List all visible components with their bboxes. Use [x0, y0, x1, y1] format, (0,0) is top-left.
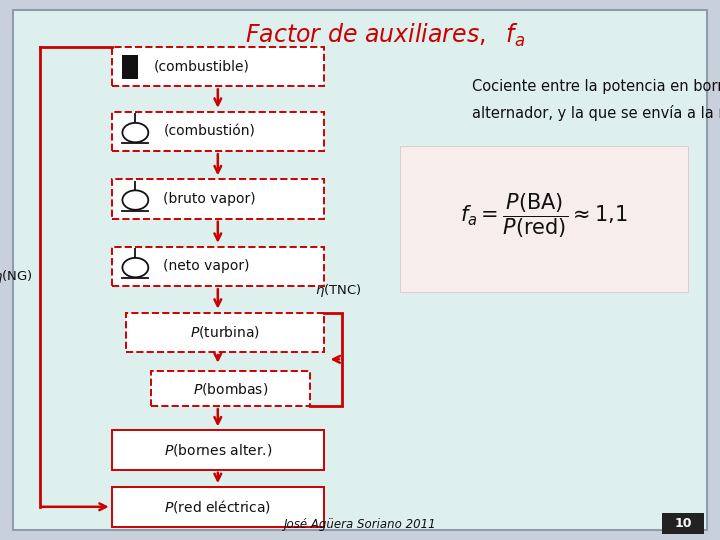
Text: $\eta$(NG): $\eta$(NG) — [0, 268, 32, 285]
Circle shape — [122, 123, 148, 143]
Text: Cociente entre la potencia en bornes de: Cociente entre la potencia en bornes de — [472, 79, 720, 94]
Text: 10: 10 — [675, 517, 692, 530]
FancyBboxPatch shape — [112, 112, 324, 151]
Text: $\eta$(TNC): $\eta$(TNC) — [315, 282, 362, 299]
FancyBboxPatch shape — [151, 371, 310, 406]
Text: $P$(bornes alter.): $P$(bornes alter.) — [163, 442, 272, 458]
FancyBboxPatch shape — [122, 55, 138, 79]
Text: (bruto vapor): (bruto vapor) — [163, 192, 256, 206]
FancyBboxPatch shape — [126, 313, 324, 352]
Text: $\mathit{Factor\ de\ auxiliares,}\ \ f_a$: $\mathit{Factor\ de\ auxiliares,}\ \ f_a… — [245, 22, 526, 49]
Text: $f_a = \dfrac{P(\mathrm{BA})}{P(\mathrm{red})} \approx 1{,}1$: $f_a = \dfrac{P(\mathrm{BA})}{P(\mathrm{… — [460, 192, 627, 240]
Text: $P$(turbina): $P$(turbina) — [190, 325, 260, 340]
FancyBboxPatch shape — [112, 179, 324, 219]
FancyBboxPatch shape — [13, 10, 707, 530]
FancyBboxPatch shape — [112, 47, 324, 86]
Circle shape — [122, 191, 148, 210]
Circle shape — [122, 258, 148, 278]
FancyBboxPatch shape — [112, 430, 324, 470]
Text: alternador, y la que se envía a la red:: alternador, y la que se envía a la red: — [472, 105, 720, 122]
Text: $P$(red eléctrica): $P$(red eléctrica) — [164, 498, 271, 515]
Text: (neto vapor): (neto vapor) — [163, 260, 250, 273]
FancyBboxPatch shape — [112, 247, 324, 286]
Text: $P$(bombas): $P$(bombas) — [193, 381, 268, 396]
Text: (combustión): (combustión) — [163, 125, 256, 138]
FancyBboxPatch shape — [400, 146, 688, 292]
Text: José Agüera Soriano 2011: José Agüera Soriano 2011 — [284, 518, 436, 531]
FancyBboxPatch shape — [662, 513, 704, 534]
Text: (combustible): (combustible) — [153, 60, 249, 73]
FancyBboxPatch shape — [112, 487, 324, 526]
